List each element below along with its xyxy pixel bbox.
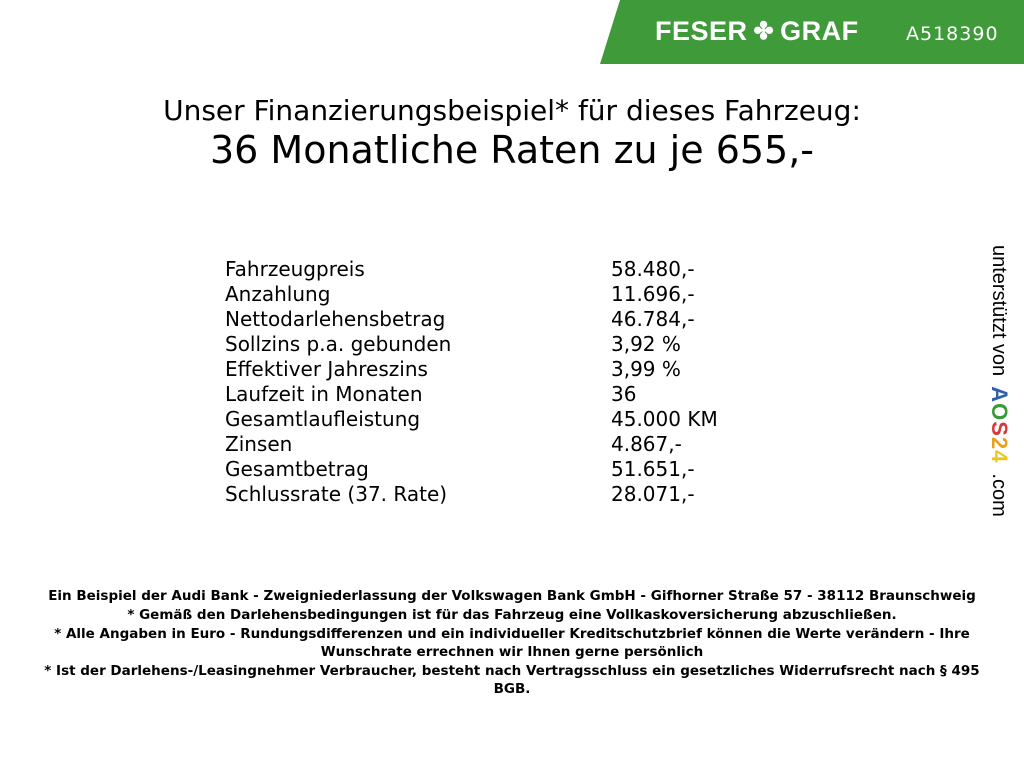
table-row: Nettodarlehensbetrag 46.784,- (225, 307, 718, 332)
row-label: Fahrzeugpreis (225, 257, 365, 281)
row-label: Schlussrate (37. Rate) (225, 482, 448, 506)
sponsor-suffix: .com (988, 473, 1011, 517)
title-line2: 36 Monatliche Raten zu je 655,- (209, 128, 815, 172)
feser-graf-logo: FESER ✤ GRAF (655, 16, 859, 47)
aos24-logo: AOS24 (987, 386, 1012, 464)
row-value: 3,92 % (611, 332, 681, 356)
vehicle-code: A518390 (906, 23, 999, 45)
row-value: 58.480,- (611, 257, 695, 281)
row-label: Effektiver Jahreszins (225, 357, 428, 381)
table-row: Gesamtbetrag 51.651,- (225, 457, 718, 482)
row-label: Sollzins p.a. gebunden (225, 332, 452, 356)
row-label: Gesamtlaufleistung (225, 407, 421, 431)
row-value: 11.696,- (611, 282, 695, 306)
footer-note: Ein Beispiel der Audi Bank - Zweignieder… (48, 588, 976, 604)
row-value: 45.000 KM (611, 407, 718, 431)
financing-table: Fahrzeugpreis 58.480,- Anzahlung 11.696,- Ne… (225, 257, 718, 507)
row-label: Zinsen (225, 432, 293, 456)
row-value: 36 (611, 382, 637, 406)
sponsor-vertical: unterstützt von AOS24 .com (986, 245, 1012, 525)
row-value: 3,99 % (611, 357, 681, 381)
table-row: Effektiver Jahreszins 3,99 % (225, 357, 718, 382)
footer-note: * Ist der Darlehens-/Leasingnehmer Verbr… (44, 663, 980, 697)
row-value: 51.651,- (611, 457, 695, 481)
title-line1: Unser Finanzierungsbeispiel* für dieses … (163, 94, 861, 127)
sponsor-text: unterstützt von (988, 245, 1011, 377)
table-row: Anzahlung 11.696,- (225, 282, 718, 307)
brand-right: GRAF (780, 16, 859, 46)
table-row: Schlussrate (37. Rate) 28.071,- (225, 482, 718, 507)
brand-left: FESER (655, 16, 748, 46)
table-row: Fahrzeugpreis 58.480,- (225, 257, 718, 282)
footer-note: * Gemäß den Darlehensbedingungen ist für… (127, 607, 897, 623)
row-label: Gesamtbetrag (225, 457, 369, 481)
row-label: Anzahlung (225, 282, 331, 306)
row-label: Nettodarlehensbetrag (225, 307, 446, 331)
table-row: Sollzins p.a. gebunden 3,92 % (225, 332, 718, 357)
footer-note: * Alle Angaben in Euro - Rundungsdiffere… (54, 626, 970, 660)
table-row: Gesamtlaufleistung 45.000 KM (225, 407, 718, 432)
footer-notes: Ein Beispiel der Audi Bank - Zweignieder… (40, 587, 984, 699)
row-label: Laufzeit in Monaten (225, 382, 423, 406)
row-value: 46.784,- (611, 307, 695, 331)
row-value: 4.867,- (611, 432, 682, 456)
table-row: Zinsen 4.867,- (225, 432, 718, 457)
header-banner (600, 0, 1024, 64)
clover-icon: ✤ (753, 17, 775, 45)
row-value: 28.071,- (611, 482, 695, 506)
table-row: Laufzeit in Monaten 36 (225, 382, 718, 407)
